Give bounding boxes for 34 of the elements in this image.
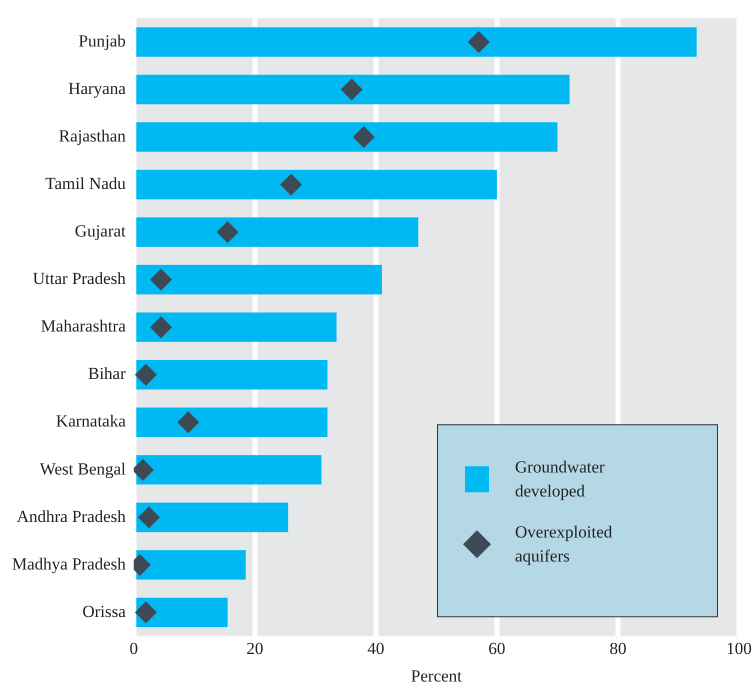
y-tick-label: Orissa bbox=[82, 602, 126, 621]
point bbox=[150, 316, 172, 338]
y-tick-label: Madhya Pradesh bbox=[12, 554, 126, 574]
point bbox=[216, 221, 239, 244]
y-tick-label: Andhra Pradesh bbox=[16, 506, 126, 526]
y-tick-label: Tamil Nadu bbox=[45, 174, 126, 194]
point bbox=[280, 174, 302, 196]
point bbox=[138, 506, 160, 528]
point bbox=[134, 458, 154, 481]
y-tick-label: Uttar Pradesh bbox=[32, 269, 126, 288]
x-tick-label: 60 bbox=[488, 638, 506, 658]
point bbox=[468, 30, 490, 53]
y-tick-label: Gujarat bbox=[74, 222, 126, 241]
point bbox=[134, 601, 157, 624]
y-tick-label: West Bengal bbox=[40, 459, 126, 478]
legend-label: Overexploited aquifers bbox=[515, 522, 613, 566]
x-tick-label: 100 bbox=[726, 638, 752, 658]
y-tick-label: Karnataka bbox=[56, 412, 126, 431]
x-axis-title: Percent bbox=[410, 666, 462, 686]
y-tick-label: Punjab bbox=[78, 31, 126, 50]
point bbox=[134, 364, 157, 386]
x-tick-label: 0 bbox=[130, 638, 138, 658]
x-tick-label: 20 bbox=[246, 638, 264, 658]
point bbox=[150, 268, 172, 291]
point bbox=[340, 78, 363, 101]
y-tick-label: Haryana bbox=[68, 78, 126, 98]
y-tick-label: Bihar bbox=[88, 364, 126, 384]
point bbox=[352, 126, 375, 148]
legend-label: Groundwater developed bbox=[515, 458, 606, 501]
y-tick-label: Maharashtra bbox=[40, 316, 126, 336]
x-tick-label: 80 bbox=[609, 638, 626, 658]
y-tick-label: Rajasthan bbox=[58, 126, 126, 146]
x-tick-label: 40 bbox=[367, 638, 384, 658]
point bbox=[177, 411, 200, 434]
